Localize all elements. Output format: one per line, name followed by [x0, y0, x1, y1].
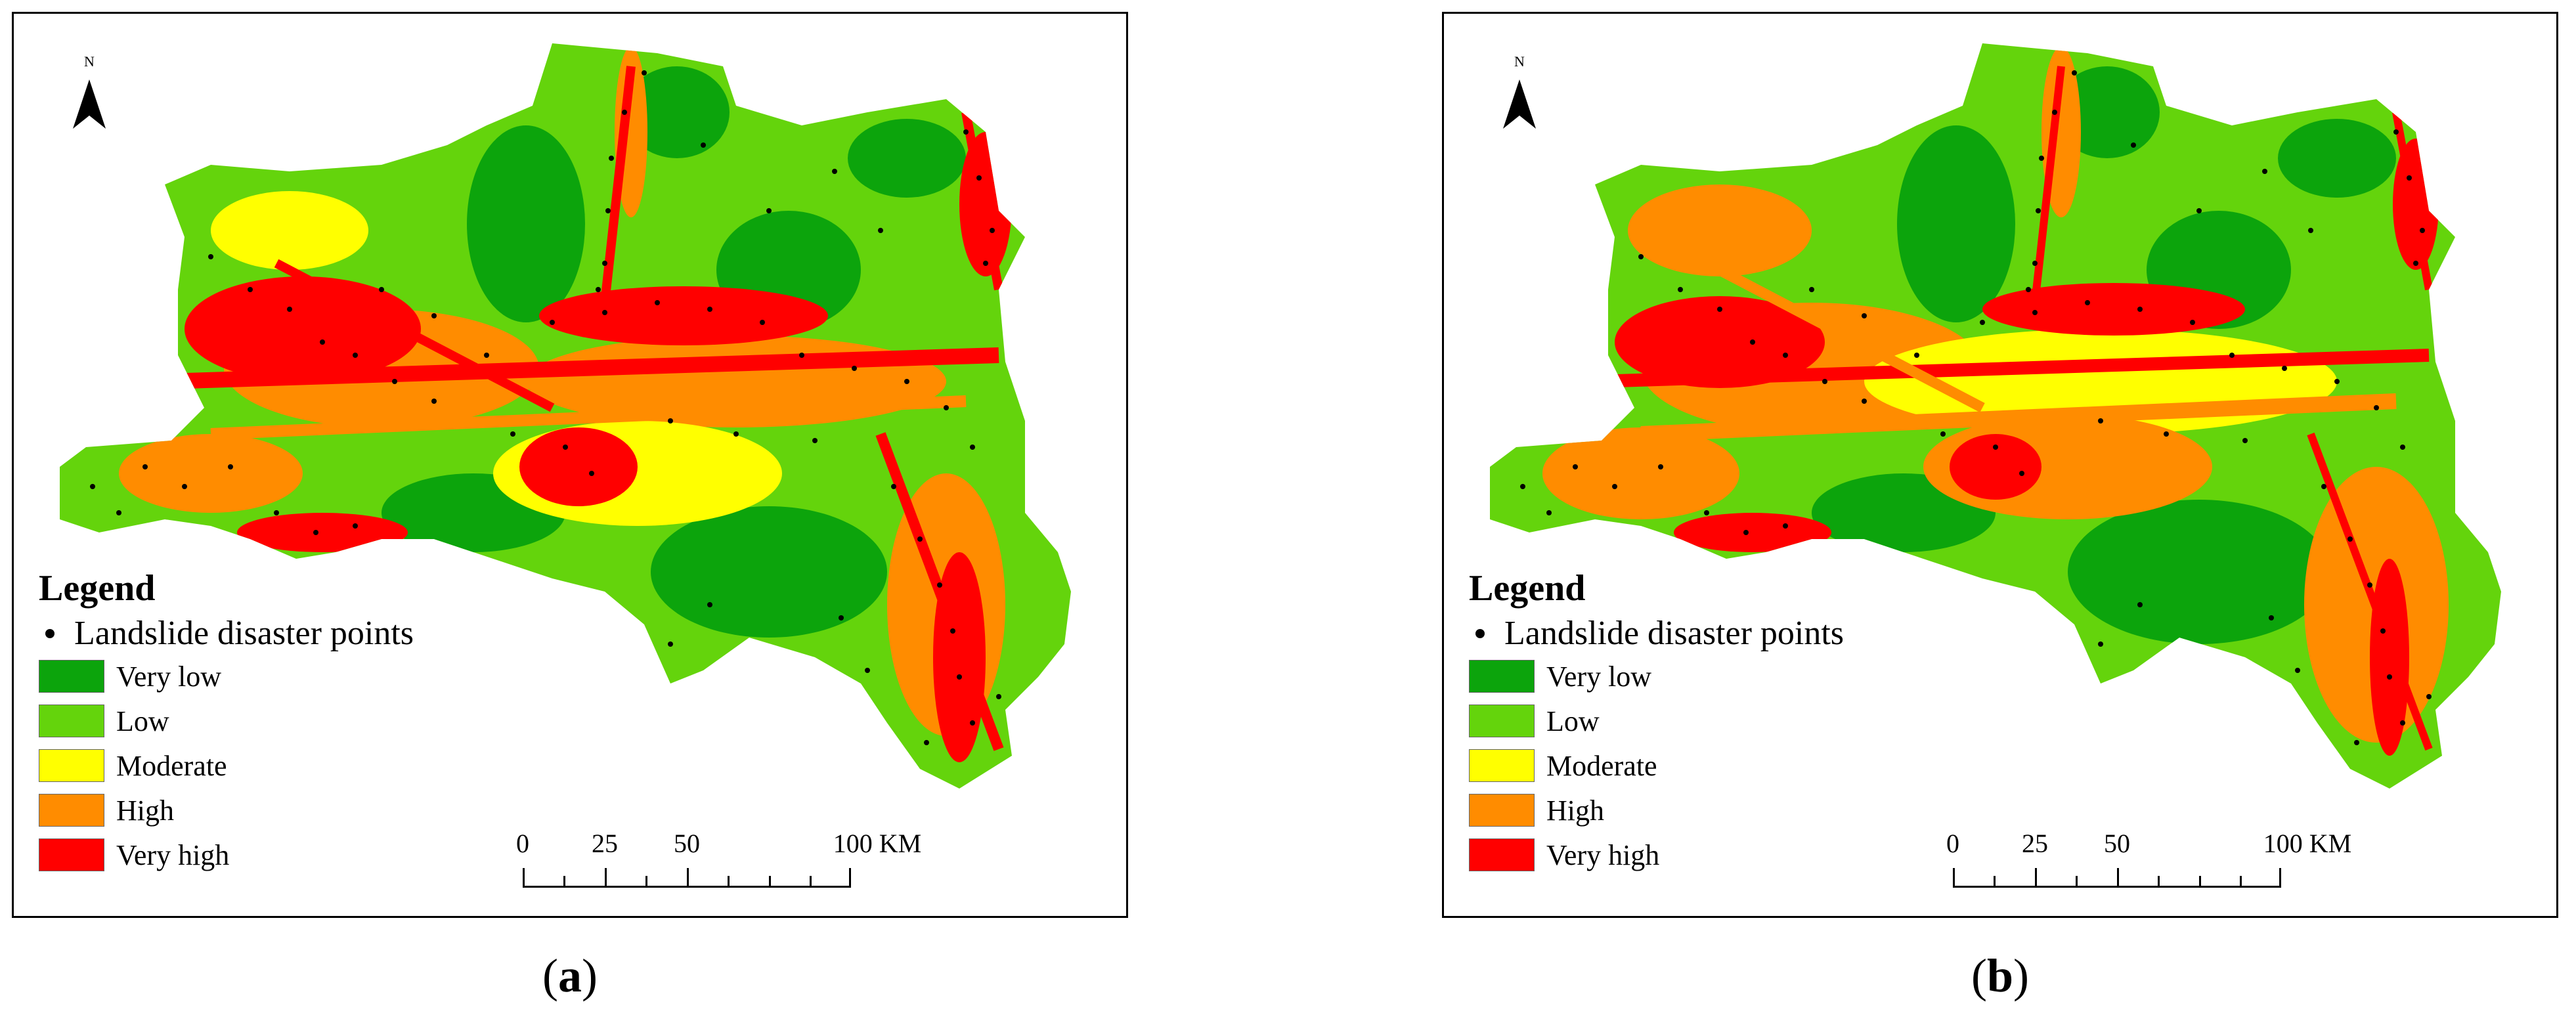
caption-letter: a [558, 949, 582, 1002]
legend: Legend Landslide disaster points Very lo… [39, 569, 414, 877]
scale-tick [1953, 868, 1955, 888]
map-panel-b: N Legend Landslide disaster points Very … [1442, 12, 2558, 918]
legend-item-low: Low [1469, 699, 1844, 743]
legend-swatch [39, 794, 104, 827]
legend-item-moderate: Moderate [39, 743, 414, 788]
scale-tick [2158, 876, 2160, 888]
legend-item-label: Moderate [1546, 749, 1657, 782]
legend-title: Legend [39, 568, 156, 609]
legend-item-low: Low [39, 699, 414, 743]
scale-label: 50 [2104, 829, 2130, 858]
legend-item-label: High [116, 794, 174, 827]
legend-swatch [1469, 794, 1535, 827]
legend-point-entry: Landslide disaster points [39, 613, 414, 654]
scale-label: 50 [674, 829, 700, 858]
scale-tick [2279, 868, 2281, 888]
north-arrow: N [1496, 53, 1542, 132]
scale-tick [645, 876, 647, 888]
scale-tick [2035, 868, 2037, 888]
susceptibility-map-b [1490, 43, 2501, 789]
legend-point-label: Landslide disaster points [74, 615, 414, 652]
legend-item-label: Low [116, 705, 169, 737]
scale-label: 100 KM [833, 829, 922, 858]
legend-swatch [1469, 838, 1535, 871]
scale-tick [849, 868, 851, 888]
scale-label: 100 KM [2263, 829, 2352, 858]
north-label: N [1514, 53, 1525, 70]
scale-bar: 0 25 50 100 KM [1940, 828, 2351, 907]
scale-label: 0 [1946, 829, 1959, 858]
legend-item-high: High [39, 788, 414, 833]
scale-label: 25 [2022, 829, 2048, 858]
legend-item-very-high: Very high [1469, 833, 1844, 877]
panel-caption-b: (b) [1971, 949, 2030, 1002]
legend-swatch [39, 838, 104, 871]
north-arrow-icon [1503, 79, 1536, 129]
scale-tick [810, 876, 812, 888]
legend-item-label: Very high [116, 838, 230, 871]
scale-tick [769, 876, 771, 888]
legend-swatch [1469, 705, 1535, 737]
legend-item-label: Low [1546, 705, 1600, 737]
point-marker-icon [1475, 629, 1485, 638]
scale-label: 0 [516, 829, 529, 858]
scale-label: 25 [592, 829, 618, 858]
north-label: N [84, 53, 95, 70]
legend-title: Legend [1469, 568, 1586, 609]
legend-swatch [39, 705, 104, 737]
legend-swatch [39, 749, 104, 782]
panel-caption-a: (a) [542, 949, 598, 1002]
legend-item-moderate: Moderate [1469, 743, 1844, 788]
scale-bar: 0 25 50 100 KM [510, 828, 921, 907]
susceptibility-map-a [60, 43, 1071, 789]
legend-point-label: Landslide disaster points [1504, 615, 1845, 652]
legend-swatch [39, 660, 104, 693]
point-marker-icon [45, 629, 55, 638]
legend-item-label: High [1546, 794, 1604, 827]
scale-tick [728, 876, 730, 888]
legend-item-label: Moderate [116, 749, 227, 782]
legend-item-very-low: Very low [39, 654, 414, 699]
north-arrow-icon [73, 79, 106, 129]
legend-item-very-high: Very high [39, 833, 414, 877]
north-arrow: N [66, 53, 112, 132]
legend-item-label: Very low [1546, 660, 1652, 693]
scale-tick [605, 868, 607, 888]
map-panel-a: N Legend Landslide disaster points Very … [12, 12, 1128, 918]
legend-swatch [1469, 660, 1535, 693]
legend-item-label: Very high [1546, 838, 1660, 871]
legend-item-label: Very low [116, 660, 222, 693]
scale-tick [2117, 868, 2119, 888]
caption-letter: b [1986, 949, 2014, 1002]
legend-swatch [1469, 749, 1535, 782]
scale-tick [2199, 876, 2201, 888]
scale-tick [563, 876, 565, 888]
legend-item-high: High [1469, 788, 1844, 833]
scale-tick [687, 868, 689, 888]
scale-tick [2076, 876, 2078, 888]
legend-point-entry: Landslide disaster points [1469, 613, 1844, 654]
legend: Legend Landslide disaster points Very lo… [1469, 569, 1844, 877]
scale-tick [523, 868, 525, 888]
legend-item-very-low: Very low [1469, 654, 1844, 699]
scale-tick [1994, 876, 1996, 888]
scale-tick [2240, 876, 2242, 888]
